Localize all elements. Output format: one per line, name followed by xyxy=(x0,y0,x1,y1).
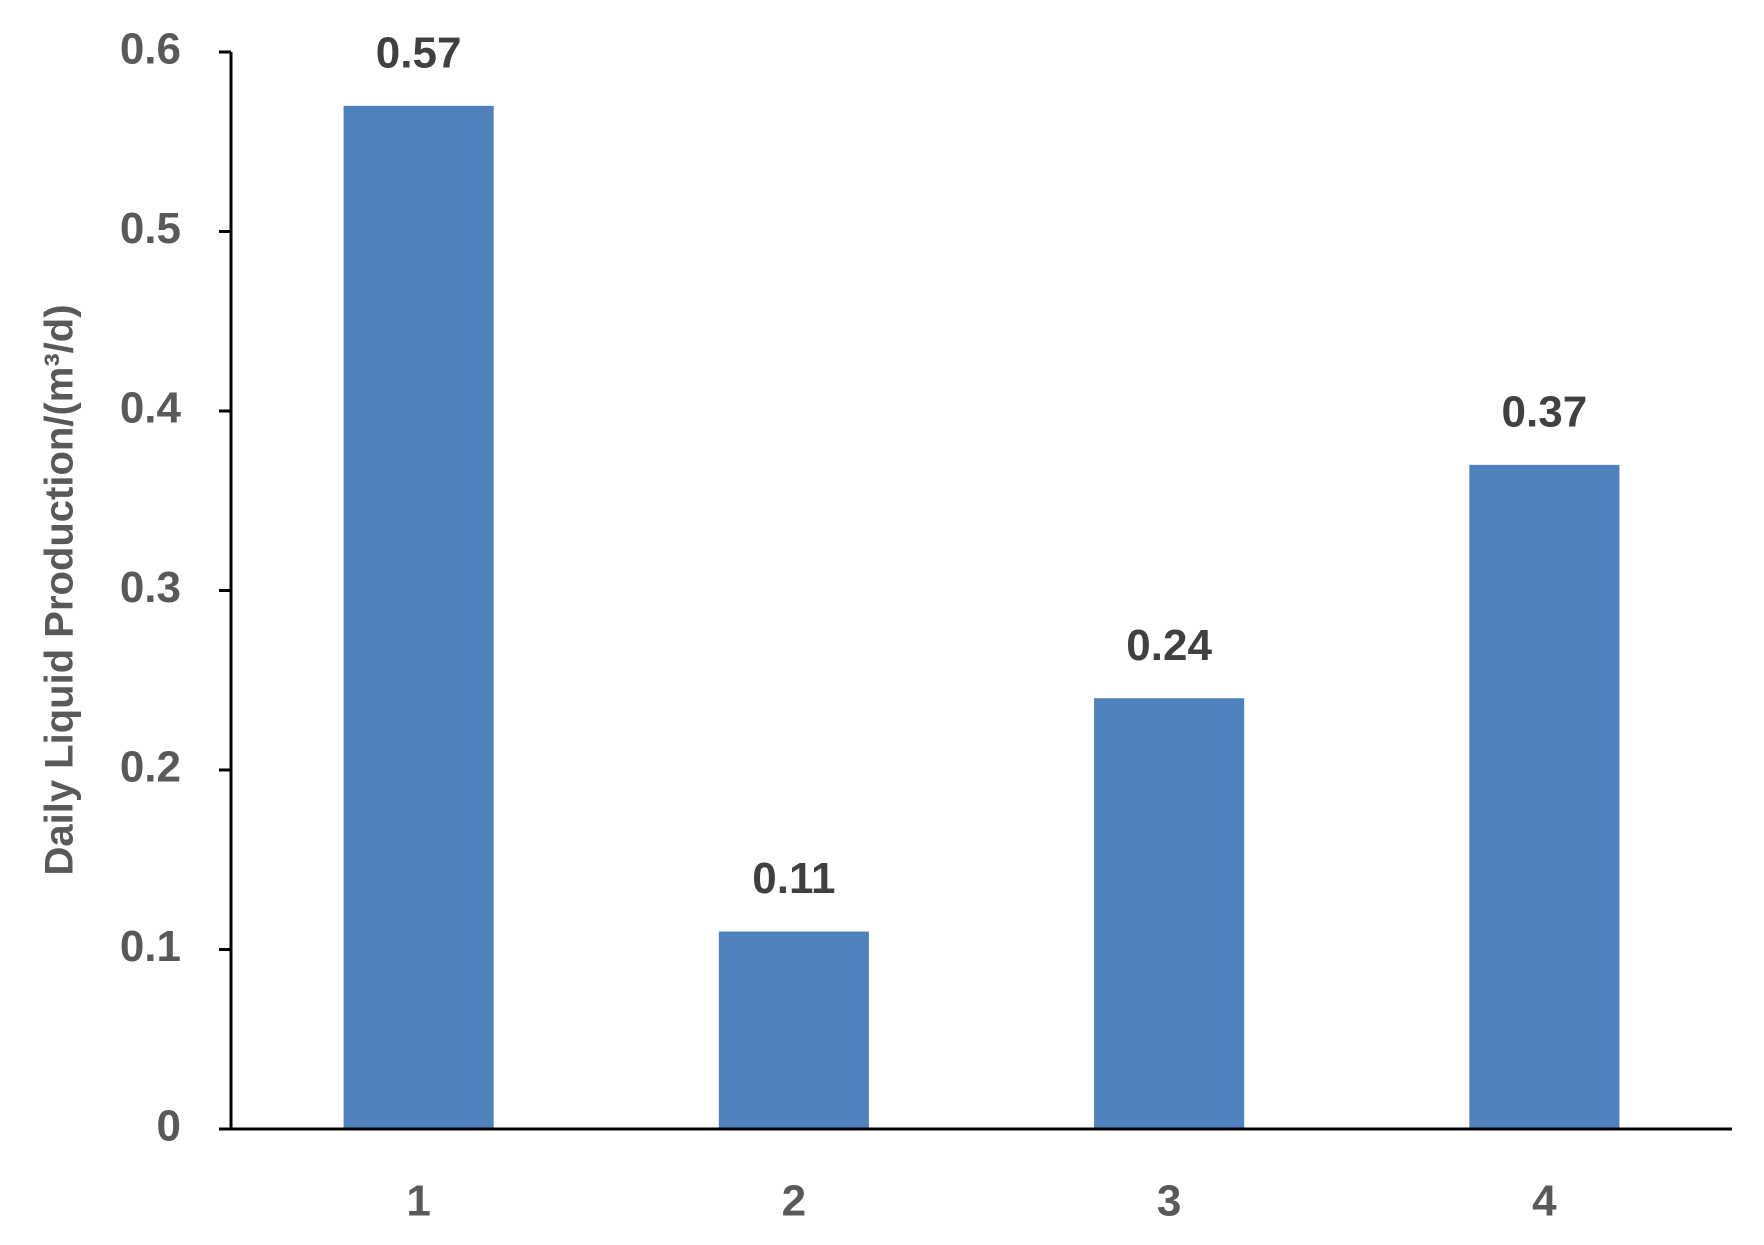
data-label: 0.24 xyxy=(1126,621,1212,670)
x-tick-label: 4 xyxy=(1532,1177,1557,1226)
data-label: 0.37 xyxy=(1502,387,1588,436)
y-tick-label: 0 xyxy=(157,1102,181,1151)
bar xyxy=(718,931,869,1129)
data-label: 0.57 xyxy=(376,28,462,77)
bar xyxy=(343,105,494,1130)
y-tick-label: 0.1 xyxy=(120,922,181,971)
y-tick-label: 0.3 xyxy=(120,563,181,612)
bar xyxy=(1094,698,1245,1129)
x-tick-label: 1 xyxy=(406,1177,430,1226)
y-tick-label: 0.4 xyxy=(120,384,182,433)
bar xyxy=(1469,464,1620,1130)
y-tick-label: 0.6 xyxy=(120,25,181,74)
x-tick-label: 3 xyxy=(1157,1177,1181,1226)
y-tick-label: 0.5 xyxy=(120,204,181,253)
y-tick-label: 0.2 xyxy=(120,743,181,792)
data-label: 0.11 xyxy=(752,854,835,903)
x-tick-label: 2 xyxy=(782,1177,806,1226)
y-axis-label: Daily Liquid Production/(m³/d) xyxy=(38,304,82,875)
